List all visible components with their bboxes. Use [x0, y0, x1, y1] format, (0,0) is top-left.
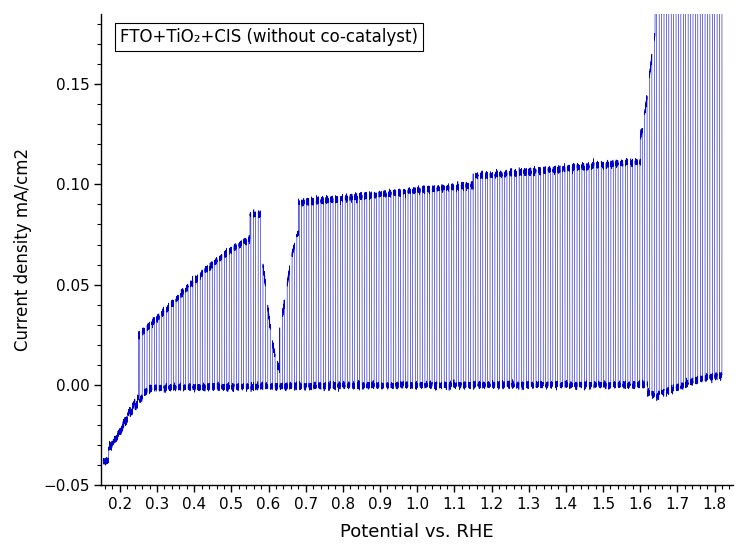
- Text: FTO+TiO₂+CIS (without co-catalyst): FTO+TiO₂+CIS (without co-catalyst): [120, 28, 418, 46]
- X-axis label: Potential vs. RHE: Potential vs. RHE: [341, 523, 494, 541]
- Y-axis label: Current density mA/cm2: Current density mA/cm2: [14, 148, 32, 351]
